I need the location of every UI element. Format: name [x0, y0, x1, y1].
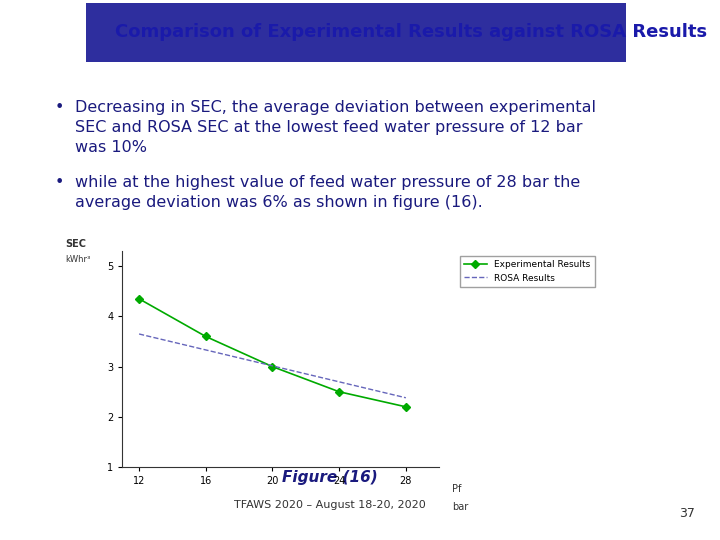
- Text: SEC and ROSA SEC at the lowest feed water pressure of 12 bar: SEC and ROSA SEC at the lowest feed wate…: [75, 120, 582, 135]
- Text: SEC: SEC: [66, 239, 86, 249]
- Text: while at the highest value of feed water pressure of 28 bar the: while at the highest value of feed water…: [75, 175, 580, 190]
- Experimental Results: [268, 363, 276, 370]
- FancyBboxPatch shape: [86, 3, 626, 62]
- Experimental Results: [335, 388, 343, 395]
- Text: was 10%: was 10%: [75, 140, 147, 155]
- Text: Figure (16): Figure (16): [282, 470, 378, 485]
- Experimental Results: [202, 333, 210, 340]
- Text: Decreasing in SEC, the average deviation between experimental: Decreasing in SEC, the average deviation…: [75, 100, 596, 115]
- Text: •: •: [55, 175, 64, 190]
- Experimental Results: [135, 295, 143, 302]
- Experimental Results: [402, 403, 410, 410]
- Text: average deviation was 6% as shown in figure (16).: average deviation was 6% as shown in fig…: [75, 195, 482, 210]
- Text: 37: 37: [679, 507, 695, 520]
- Text: bar: bar: [452, 502, 468, 512]
- Text: •: •: [55, 100, 64, 115]
- Text: TFAWS 2020 – August 18-20, 2020: TFAWS 2020 – August 18-20, 2020: [234, 500, 426, 510]
- Line: Experimental Results: Experimental Results: [136, 296, 409, 410]
- Text: kWhr³: kWhr³: [66, 255, 91, 264]
- Legend: Experimental Results, ROSA Results: Experimental Results, ROSA Results: [459, 255, 595, 287]
- Text: Comparison of Experimental Results against ROSA Results: Comparison of Experimental Results again…: [115, 23, 707, 42]
- Text: Pf: Pf: [452, 484, 462, 495]
